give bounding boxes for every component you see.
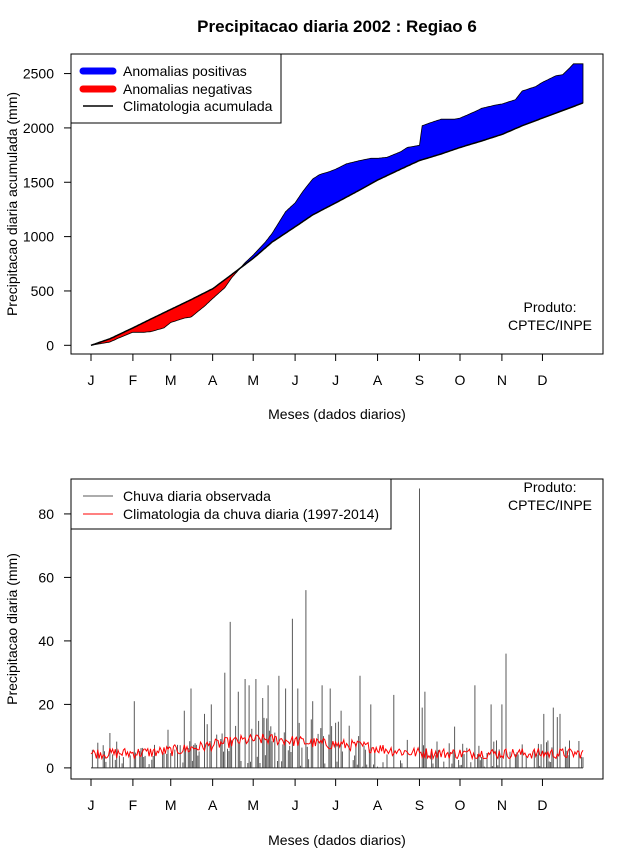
bottom-x-tick-label: F bbox=[129, 797, 138, 813]
cumulative-panel: 0 500 1000 1500 2000 2500 J F M A M J J A S O N D Meses (… bbox=[4, 53, 604, 422]
legend-positive-label: Anomalias positivas bbox=[123, 63, 247, 79]
bottom-y-tick-label: 0 bbox=[46, 760, 54, 776]
negative-anomaly-area bbox=[92, 266, 242, 346]
top-y-tick-label: 2000 bbox=[23, 120, 54, 136]
top-x-tick-label: M bbox=[247, 372, 259, 388]
legend-daily-climatology-label: Climatologia da chuva diaria (1997-2014) bbox=[123, 506, 379, 522]
top-credit-line1: Produto: bbox=[524, 299, 577, 315]
bottom-x-tick-label: A bbox=[373, 797, 383, 813]
legend-observed-label: Chuva diaria observada bbox=[123, 488, 271, 504]
bottom-x-tick-label: J bbox=[292, 797, 299, 813]
top-y-tick-label: 1000 bbox=[23, 229, 54, 245]
bottom-y-tick-label: 60 bbox=[38, 569, 54, 585]
bottom-legend: Chuva diaria observada Climatologia da c… bbox=[70, 478, 392, 530]
top-credit-line2: CPTEC/INPE bbox=[508, 317, 592, 333]
top-x-tick-label: J bbox=[332, 372, 339, 388]
bottom-axes: 0 20 40 60 80 J F M A M J J A S O N D bbox=[38, 506, 547, 813]
top-x-tick-label: F bbox=[129, 372, 138, 388]
climatology-cumulative-line bbox=[90, 102, 584, 347]
top-x-tick-label: O bbox=[455, 372, 466, 388]
top-y-axis-label: Precipitacao diaria acumulada (mm) bbox=[4, 92, 20, 316]
top-axes: 0 500 1000 1500 2000 2500 J F M A M J J A S O N D bbox=[23, 66, 548, 388]
top-x-tick-label: D bbox=[537, 372, 547, 388]
chart-title: Precipitacao diaria 2002 : Regiao 6 bbox=[197, 17, 477, 36]
legend-negative-label: Anomalias negativas bbox=[123, 81, 252, 97]
top-y-tick-label: 0 bbox=[46, 337, 54, 353]
bottom-x-tick-label: O bbox=[455, 797, 466, 813]
top-x-tick-label: S bbox=[415, 372, 424, 388]
bottom-x-tick-label: M bbox=[165, 797, 177, 813]
bottom-x-tick-label: N bbox=[497, 797, 507, 813]
top-x-tick-label: N bbox=[497, 372, 507, 388]
bottom-x-tick-label: J bbox=[88, 797, 95, 813]
top-x-tick-label: J bbox=[292, 372, 299, 388]
bottom-x-tick-label: S bbox=[415, 797, 424, 813]
bottom-legend-box bbox=[70, 478, 392, 530]
bottom-plot-area bbox=[90, 488, 584, 769]
bottom-x-tick-label: D bbox=[537, 797, 547, 813]
top-x-tick-label: J bbox=[88, 372, 95, 388]
bottom-y-axis-label: Precipitacao diaria (mm) bbox=[4, 553, 20, 705]
top-y-tick-label: 2500 bbox=[23, 66, 54, 82]
bottom-x-axis-label: Meses (dados diarios) bbox=[268, 832, 406, 848]
bottom-x-tick-label: M bbox=[247, 797, 259, 813]
bottom-x-tick-label: J bbox=[332, 797, 339, 813]
bottom-y-tick-label: 40 bbox=[38, 633, 54, 649]
top-x-axis-label: Meses (dados diarios) bbox=[268, 406, 406, 422]
top-x-tick-label: M bbox=[165, 372, 177, 388]
top-y-tick-label: 500 bbox=[31, 283, 55, 299]
top-plot-area bbox=[90, 63, 584, 347]
bottom-y-tick-label: 80 bbox=[38, 506, 54, 522]
bottom-credit-line2: CPTEC/INPE bbox=[508, 497, 592, 513]
positive-anomaly-area bbox=[240, 63, 584, 269]
top-x-tick-label: A bbox=[208, 372, 218, 388]
top-y-tick-label: 1500 bbox=[23, 174, 54, 190]
bottom-x-tick-label: A bbox=[208, 797, 218, 813]
top-legend: Anomalias positivas Anomalias negativas … bbox=[70, 53, 282, 124]
bottom-y-tick-label: 20 bbox=[38, 696, 54, 712]
top-x-tick-label: A bbox=[373, 372, 383, 388]
daily-climatology-line bbox=[90, 733, 584, 761]
bottom-credit-line1: Produto: bbox=[524, 479, 577, 495]
daily-panel: 0 20 40 60 80 J F M A M J J A S O N D Meses (dados diari… bbox=[4, 478, 604, 848]
legend-climatology-label: Climatologia acumulada bbox=[123, 98, 273, 114]
